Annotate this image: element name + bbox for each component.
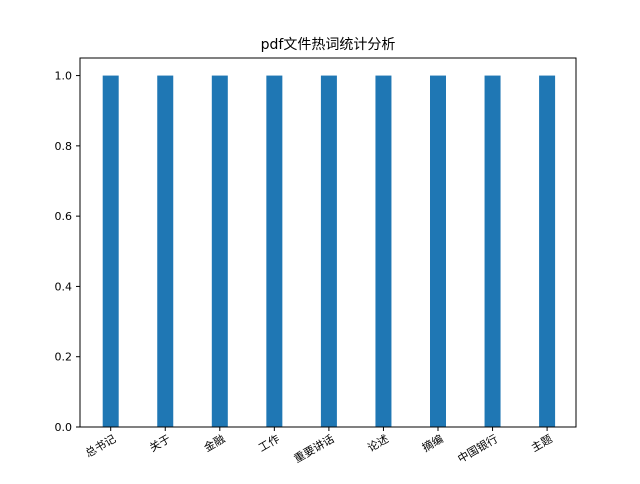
bar-1 [102,75,119,427]
bar-9 [539,75,556,427]
y-tick-label: 0.2 [55,351,73,364]
y-tick-label: 0.8 [55,140,73,153]
chart-title: pdf文件热词统计分析 [261,37,396,53]
y-tick-label: 0.4 [55,280,73,293]
bar-7 [430,75,446,427]
bar-5 [320,75,337,427]
bar-8 [484,75,501,427]
bar-3 [211,75,228,427]
plot-frame [79,57,577,428]
x-tick-label: 论述 [365,431,391,454]
bar-2 [157,75,174,427]
x-tick-label: 金融 [201,431,227,454]
x-tick-label: 工作 [256,432,282,454]
bar-6 [375,75,392,427]
x-tick-label: 摘编 [419,431,445,454]
y-tick-label: 0.6 [55,210,73,223]
y-tick-label: 0.0 [55,421,73,434]
plot-area: 0.0 0.2 0.4 0.6 0.8 1.0 总书记 关于 金融 工作 重要讲话 论述 摘编 中国银行 主… [55,57,577,466]
x-tick-label: 关于 [147,431,173,454]
bar-4 [266,75,283,427]
x-tick-label: 重要讲话 [291,431,336,465]
x-tick-label: 中国银行 [455,431,500,465]
y-tick-label: 1.0 [55,70,73,83]
x-tick-label: 主题 [529,432,555,454]
x-tick-label: 总书记 [83,431,119,460]
